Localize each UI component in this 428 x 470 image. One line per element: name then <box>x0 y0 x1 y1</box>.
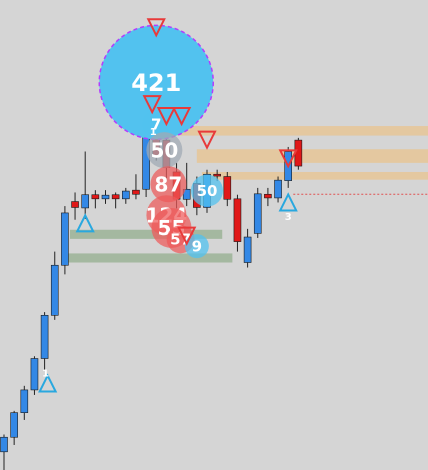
candle-bear <box>234 199 241 242</box>
candle-bear <box>224 177 231 200</box>
candle-bull <box>31 359 38 390</box>
bubble-label: 50 <box>150 138 178 162</box>
resistance-zone-2 <box>202 172 428 180</box>
candle-bull <box>244 237 251 262</box>
candle-bull <box>11 413 18 438</box>
candle-bull <box>1 437 8 452</box>
candle-bull <box>82 195 89 208</box>
candle-bear <box>112 195 119 199</box>
candle-bear <box>132 190 139 194</box>
bubble-label: 87 <box>155 172 183 196</box>
resistance-zone-1 <box>197 149 428 163</box>
candle-bull <box>51 265 58 315</box>
buy-signal-marker <box>280 194 296 210</box>
candle-bull <box>102 195 109 199</box>
bubble-label: 9 <box>192 238 202 256</box>
candle-bull <box>275 180 282 198</box>
signal-count-label: 1 <box>42 369 49 380</box>
candle-bull <box>61 213 68 265</box>
support-zone-4 <box>65 253 232 262</box>
bubble-label: 421 <box>131 69 181 97</box>
candle-bear <box>214 174 221 176</box>
signal-count-label: 3 <box>285 212 292 223</box>
candle-bull <box>41 315 48 358</box>
candle-bull <box>254 194 261 234</box>
candle-bear <box>72 202 79 208</box>
signal-count-label: 1 <box>150 127 157 138</box>
candle-bull <box>21 390 28 413</box>
bubble-label: 50 <box>197 182 218 200</box>
candle-bear <box>92 195 99 199</box>
candle-bull <box>122 191 129 199</box>
candles-layer <box>1 111 302 470</box>
candle-bear <box>264 194 271 198</box>
